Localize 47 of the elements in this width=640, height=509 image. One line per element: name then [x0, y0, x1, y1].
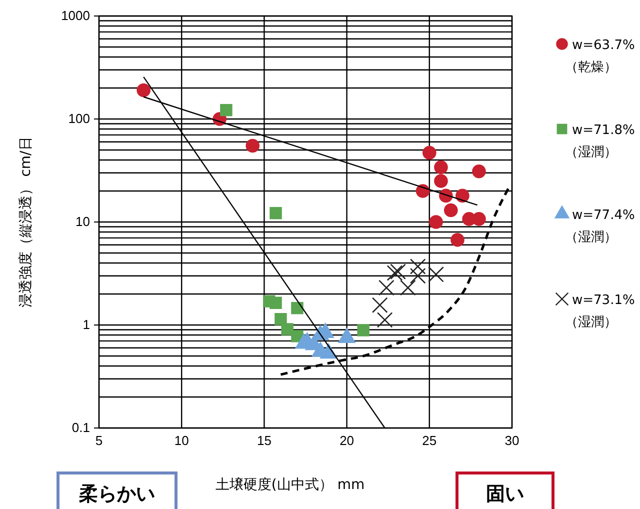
point [220, 104, 232, 116]
legend-label: w=77.4%（湿潤） [565, 208, 635, 245]
legend-label: w=71.8%（湿潤） [565, 123, 635, 160]
point [291, 302, 304, 314]
point [136, 83, 151, 98]
point [281, 323, 294, 336]
legend-label: w=63.7%（乾燥） [565, 38, 635, 75]
point [246, 138, 260, 153]
y-tick-label: 0.1 [72, 420, 90, 436]
point [444, 203, 458, 218]
point [456, 188, 470, 203]
x-tick-label: 10 [174, 433, 189, 448]
point [378, 280, 394, 296]
point [274, 313, 287, 326]
x-tick-label: 5 [95, 433, 103, 448]
point [376, 312, 393, 328]
x-tick-label: 25 [422, 433, 437, 448]
point [270, 296, 282, 309]
y-tick-label: 1000 [61, 8, 90, 24]
point [472, 164, 486, 178]
text: 固い [486, 483, 524, 505]
point [472, 212, 486, 226]
y-axis-title: 浸透強度（縦浸透） cm/日 [18, 136, 34, 308]
point [410, 258, 426, 274]
x-axis-title: 土壌硬度(山中式） mm [215, 477, 365, 493]
point [386, 265, 403, 281]
point [390, 264, 406, 280]
x-tick-label: 15 [256, 433, 272, 448]
y-tick-label: 10 [76, 214, 90, 230]
point [400, 280, 416, 296]
point [372, 297, 388, 314]
point [434, 174, 448, 188]
point [416, 184, 430, 198]
point [450, 233, 464, 247]
point [270, 206, 282, 220]
point [434, 160, 448, 174]
y-tick-label: 1 [82, 317, 90, 332]
point [429, 215, 443, 229]
legend-label: w=73.1%（湿潤） [565, 293, 635, 330]
point [410, 268, 426, 284]
point [428, 266, 444, 282]
x-tick-label: 20 [340, 433, 354, 448]
y-tick-label: 100 [68, 111, 90, 126]
text: 柔らかい [78, 483, 155, 505]
point [357, 324, 370, 336]
point [422, 146, 436, 160]
x-tick-label: 30 [504, 433, 520, 448]
